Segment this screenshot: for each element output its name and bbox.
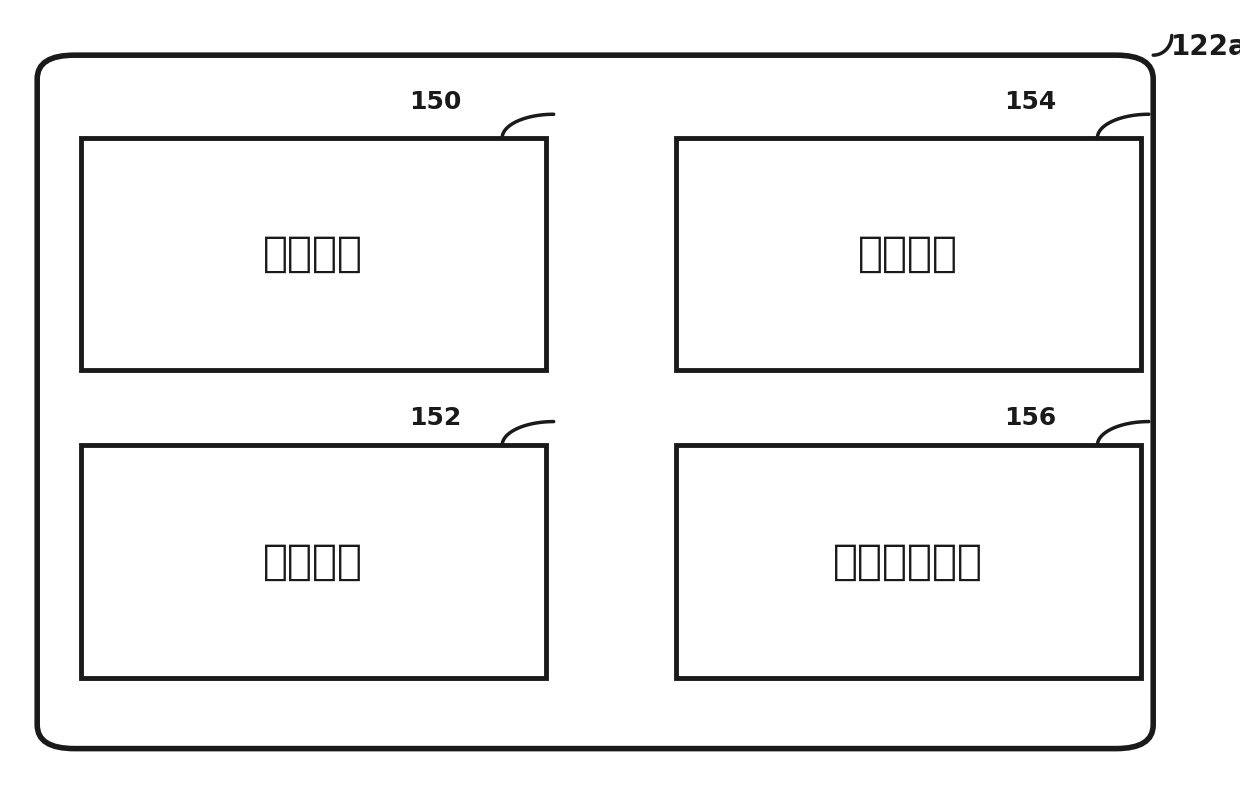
FancyBboxPatch shape <box>37 55 1153 749</box>
Text: 156: 156 <box>1004 406 1056 429</box>
Bar <box>81 138 546 370</box>
Text: 擦除模块: 擦除模块 <box>858 233 959 275</box>
Bar <box>676 445 1141 678</box>
Text: 编程模块: 编程模块 <box>263 541 363 582</box>
Text: 152: 152 <box>409 406 461 429</box>
Bar <box>81 445 546 678</box>
Text: 150: 150 <box>409 91 461 114</box>
Bar <box>676 138 1141 370</box>
Text: 读取模块: 读取模块 <box>263 233 363 275</box>
Text: 154: 154 <box>1004 91 1056 114</box>
Text: 沟道升压模块: 沟道升压模块 <box>833 541 983 582</box>
Text: 122a: 122a <box>1171 33 1240 61</box>
